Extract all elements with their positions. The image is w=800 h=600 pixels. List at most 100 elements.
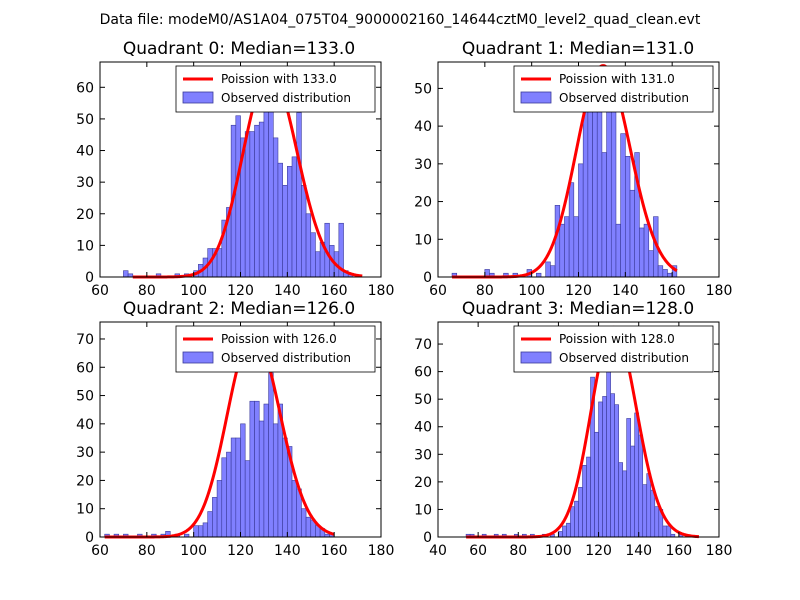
y-tick-label: 20 — [414, 195, 432, 211]
y-tick-label: 30 — [414, 157, 432, 173]
histogram-bar — [554, 205, 561, 278]
histogram-bar — [566, 522, 571, 538]
legend: Poission with 126.0 Observed distribution — [175, 325, 376, 373]
x-tick-label: 140 — [274, 543, 301, 559]
y-tick-label: 60 — [76, 360, 94, 376]
histogram-bar — [574, 500, 579, 538]
histogram-bar — [650, 489, 656, 538]
histogram-bar — [562, 525, 567, 538]
x-tick-label: 160 — [665, 543, 692, 559]
y-tick-label: 20 — [414, 475, 432, 491]
x-tick-label: 100 — [180, 283, 207, 299]
histogram-bar — [249, 131, 255, 278]
y-tick-label: 40 — [76, 144, 94, 160]
x-tick-label: 80 — [509, 543, 527, 559]
histogram-bar — [573, 216, 579, 278]
y-tick-label: 50 — [414, 81, 432, 97]
legend-box — [513, 65, 714, 113]
y-tick-label: 10 — [414, 232, 432, 248]
histogram-bar — [629, 189, 635, 278]
histogram-bar — [301, 508, 307, 538]
legend-line-label: Poission with 131.0 — [559, 72, 675, 86]
histogram-bar — [216, 248, 223, 278]
axes-frame — [437, 321, 720, 538]
x-tick-label: 160 — [321, 543, 348, 559]
histogram-bar — [662, 525, 668, 538]
legend-bar-label: Observed distribution — [559, 351, 689, 365]
histogram-bar — [559, 223, 565, 278]
histogram-bar — [642, 484, 648, 538]
histogram-bar — [582, 465, 587, 538]
x-tick-label: 120 — [227, 283, 254, 299]
x-tick-label: 80 — [476, 283, 494, 299]
histogram-bar — [254, 400, 260, 538]
histogram-bar — [315, 251, 321, 278]
histogram-bar — [634, 412, 640, 538]
histogram-bar — [586, 456, 591, 538]
histogram-bar — [272, 423, 279, 538]
histogram-bar — [254, 124, 260, 278]
y-tick-label: 60 — [76, 80, 94, 96]
quadrant-2-title: Quadrant 2: Median=126.0 — [123, 299, 355, 319]
x-tick-label: 120 — [585, 543, 612, 559]
x-tick-label: 140 — [625, 543, 652, 559]
histogram-bar — [643, 223, 650, 278]
histogram-bar — [277, 162, 283, 278]
y-tick-label: 20 — [76, 207, 94, 223]
y-tick-label: 40 — [76, 417, 94, 433]
legend-box — [175, 65, 376, 113]
y-tick-label: 0 — [85, 270, 94, 286]
quadrant-3-panel: Quadrant 3: Median=128.0 40 60 80 100 120 140… — [414, 299, 732, 559]
histogram-bar — [207, 511, 213, 538]
histogram-bar — [630, 445, 636, 538]
y-tick-label: 0 — [423, 530, 432, 546]
y-tick-label: 70 — [76, 332, 94, 348]
legend-bar-label: Observed distribution — [221, 91, 351, 105]
x-tick-label: 60 — [91, 283, 109, 299]
legend: Poission with 131.0 Observed distribution — [513, 65, 714, 113]
histogram-bar — [249, 400, 255, 538]
histogram-bar — [240, 423, 246, 538]
histogram-bar — [638, 434, 644, 538]
x-tick-label: 180 — [706, 283, 733, 299]
histogram-bar — [594, 431, 599, 538]
legend-box — [175, 325, 376, 373]
histogram-bar — [244, 131, 251, 278]
y-tick-label: 30 — [76, 175, 94, 191]
y-tick-label: 30 — [76, 445, 94, 461]
histogram-bar — [662, 269, 668, 278]
histogram-bar — [282, 437, 288, 538]
histogram-bar — [221, 457, 227, 538]
legend-bar-label: Observed distribution — [559, 91, 689, 105]
histogram-bars — [451, 80, 678, 278]
histogram-bar — [578, 487, 583, 538]
histogram-bar — [193, 525, 199, 538]
legend: Poission with 133.0 Observed distribution — [175, 65, 376, 113]
x-tick-label: 180 — [368, 543, 395, 559]
histogram-bar — [287, 166, 293, 278]
histogram-bar — [216, 480, 223, 538]
histogram-bar — [198, 525, 204, 538]
x-tick-label: 100 — [180, 543, 207, 559]
legend-bar-swatch — [520, 91, 552, 104]
legend-bar-swatch — [520, 351, 552, 364]
histogram-bar — [202, 522, 209, 538]
y-tick-label: 10 — [76, 238, 94, 254]
quadrant-0-title: Quadrant 0: Median=133.0 — [123, 39, 355, 59]
histogram-bar — [657, 265, 664, 278]
legend-box — [513, 325, 714, 373]
histogram-bar — [615, 223, 621, 278]
histogram-bar — [601, 152, 607, 278]
x-tick-label: 180 — [368, 283, 395, 299]
histogram-bar — [602, 396, 607, 538]
histogram-bar — [626, 418, 631, 538]
histogram-bar — [263, 99, 269, 278]
y-tick-label: 30 — [414, 447, 432, 463]
y-tick-label: 40 — [414, 119, 432, 135]
histogram-bar — [296, 112, 302, 278]
histogram-bar — [536, 272, 542, 278]
x-tick-label: 100 — [518, 283, 545, 299]
histogram-bar — [226, 451, 232, 538]
y-tick-label: 50 — [76, 112, 94, 128]
